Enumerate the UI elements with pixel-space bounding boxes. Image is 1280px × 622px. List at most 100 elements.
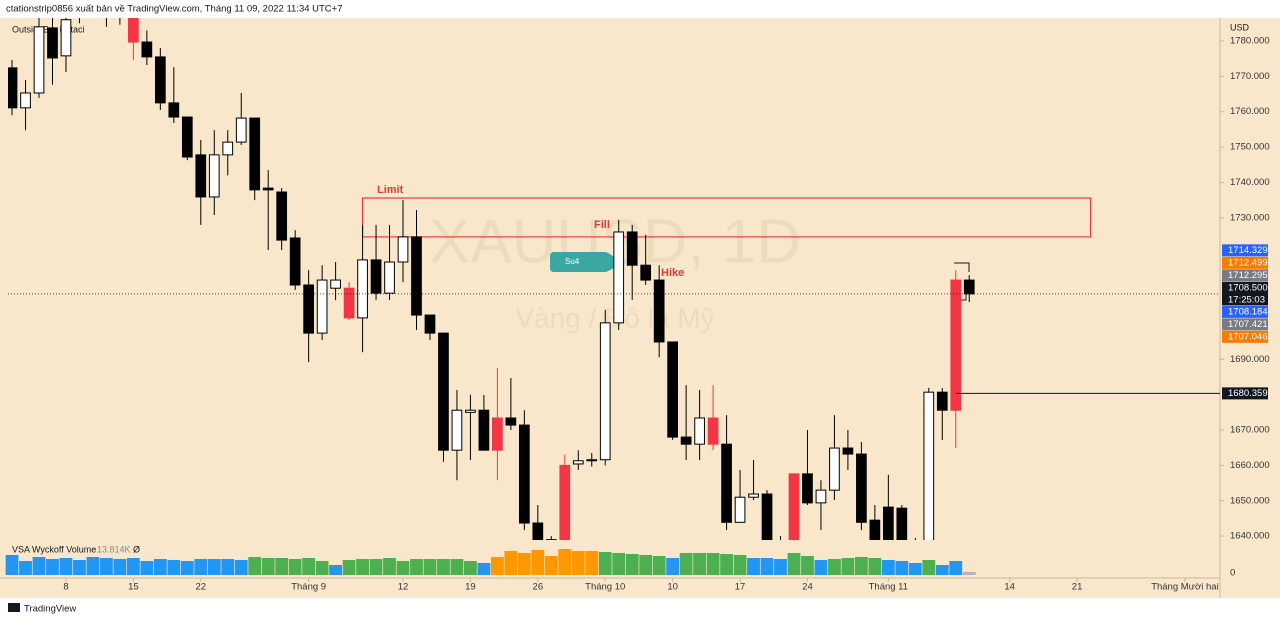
- volume-bar: [329, 565, 343, 575]
- volume-bar: [5, 555, 19, 575]
- price-label-bg: [1222, 256, 1268, 269]
- candle-body: [330, 279, 341, 289]
- candle-body: [640, 264, 652, 281]
- candle-body: [545, 539, 557, 540]
- candle-body: [802, 473, 813, 504]
- volume-bar: [302, 558, 316, 575]
- volume-bar: [571, 551, 585, 575]
- price-label: 1714.329: [1228, 245, 1268, 256]
- candle-body: [680, 436, 692, 445]
- price-countdown: 17:25:03: [1228, 294, 1265, 305]
- candle-body: [586, 459, 598, 462]
- price-label: 1707.421: [1228, 319, 1268, 330]
- candle-body: [667, 341, 678, 438]
- candle-body: [195, 154, 207, 198]
- candle-body: [316, 279, 328, 334]
- candle-body: [761, 493, 773, 540]
- candle-body: [289, 237, 301, 286]
- candle-body: [721, 443, 732, 523]
- logo-icon: [8, 603, 20, 612]
- volume-bar: [679, 553, 693, 575]
- candle-body: [438, 332, 449, 451]
- volume-bar: [868, 558, 882, 575]
- volume-bar: [383, 558, 396, 575]
- annotation: Hike: [661, 267, 684, 279]
- x-tick-label: 19: [465, 582, 476, 593]
- volume-bar: [410, 559, 423, 575]
- candle-body: [734, 496, 746, 523]
- candle-body: [572, 460, 584, 465]
- price-label-bg: [1222, 318, 1268, 331]
- chart-background: [0, 18, 1280, 598]
- candle-body: [963, 279, 975, 295]
- volume-bar: [828, 559, 841, 575]
- candle-body: [128, 18, 139, 43]
- x-tick-label: Tháng 11: [869, 582, 908, 593]
- price-label: 1712.499: [1228, 258, 1268, 269]
- volume-bar: [288, 559, 302, 575]
- candle-body: [222, 141, 234, 156]
- volume-bar: [612, 553, 626, 575]
- candle-body: [168, 102, 180, 118]
- candle-body: [842, 447, 854, 455]
- price-label: 1707.046: [1228, 332, 1268, 343]
- volume-tick-label: 0: [1230, 568, 1235, 579]
- candle-body: [936, 391, 948, 411]
- volume-bar: [854, 557, 868, 575]
- volume-bar: [356, 559, 369, 575]
- x-tick-label: 22: [195, 582, 206, 593]
- candle-body: [923, 391, 935, 540]
- x-tick-label: 10: [667, 582, 678, 593]
- volume-bar: [275, 558, 289, 575]
- candle-body: [141, 41, 153, 58]
- x-tick-label: 14: [1004, 582, 1015, 593]
- candle-body: [357, 259, 368, 319]
- volume-bar: [126, 558, 140, 575]
- volume-bar: [100, 558, 113, 575]
- volume-bar: [221, 559, 235, 575]
- volume-bar: [86, 557, 100, 575]
- volume-bar: [720, 554, 733, 575]
- candle-body: [478, 409, 490, 451]
- volume-last: 13.814K: [97, 544, 131, 554]
- volume-bar: [625, 554, 639, 575]
- volume-bar: [234, 560, 248, 575]
- candle-body: [950, 279, 962, 411]
- candle-body: [451, 409, 463, 451]
- volume-bar: [733, 555, 747, 575]
- volume-bar: [450, 559, 464, 575]
- candle-body: [748, 493, 759, 498]
- currency: USD: [1230, 22, 1250, 32]
- candle-body: [33, 26, 45, 94]
- volume-bar: [544, 556, 558, 575]
- y-tick-label: 1780.000: [1230, 36, 1270, 47]
- y-tick-label: 1730.000: [1230, 212, 1270, 223]
- volume-bar: [814, 560, 828, 575]
- candle-body: [343, 287, 355, 319]
- x-tick-label: 12: [398, 582, 409, 593]
- price-label-bg: [1222, 244, 1268, 257]
- volume-bar: [194, 559, 208, 575]
- candle-body: [424, 314, 436, 334]
- x-tick-label: 24: [802, 582, 813, 593]
- volume-bar: [167, 560, 181, 575]
- volume-bar: [747, 558, 760, 575]
- candle-body: [559, 464, 571, 540]
- volume-bar: [490, 557, 504, 575]
- volume-bar: [180, 561, 194, 575]
- volume-bar: [46, 559, 59, 575]
- annotation: Fill: [594, 219, 610, 231]
- y-tick-label: 1640.000: [1230, 531, 1270, 542]
- x-tick-label: 26: [533, 582, 544, 593]
- volume-bar: [706, 553, 720, 575]
- y-tick-label: 1740.000: [1230, 177, 1270, 188]
- price-label: 1708.184: [1228, 307, 1268, 318]
- footer-text: TradingView: [24, 604, 76, 615]
- volume-bar: [652, 556, 666, 575]
- candle-body: [235, 117, 247, 143]
- price-label: 1708.500: [1228, 282, 1268, 293]
- x-tick-label: 21: [1072, 582, 1083, 593]
- price-pane: [8, 18, 1092, 540]
